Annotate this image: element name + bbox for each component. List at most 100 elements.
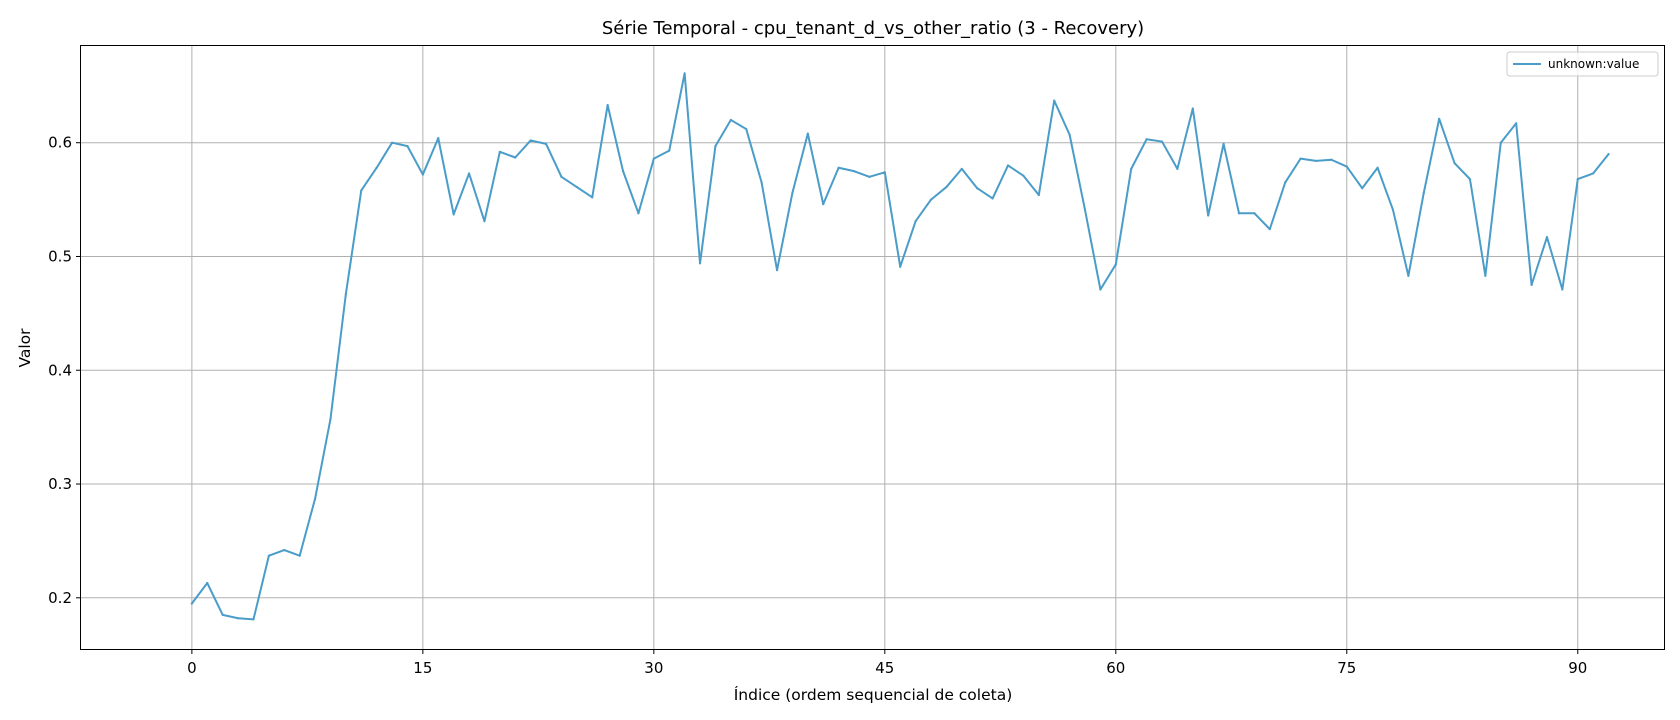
data-point	[837, 166, 840, 169]
data-point	[1284, 181, 1287, 184]
data-point	[1453, 162, 1456, 165]
data-point	[868, 175, 871, 178]
data-point	[467, 172, 471, 175]
data-point	[298, 554, 301, 557]
plot-frame	[80, 45, 1665, 650]
data-point	[791, 191, 794, 194]
data-point	[344, 292, 347, 296]
data-point	[1176, 167, 1179, 170]
series-layer	[190, 72, 1610, 621]
data-point	[668, 149, 671, 152]
x-tick-label: 45	[875, 659, 894, 677]
data-point	[899, 265, 902, 268]
data-point	[822, 203, 825, 206]
y-tick-label: 0.6	[48, 134, 72, 152]
data-point	[1053, 99, 1056, 102]
data-point	[1191, 107, 1194, 110]
data-point	[929, 198, 933, 201]
data-point	[683, 72, 686, 75]
data-point	[544, 142, 548, 145]
x-tick-label: 30	[644, 659, 663, 677]
data-point	[1145, 138, 1148, 141]
x-tick-label: 60	[1106, 659, 1125, 677]
y-tick-label: 0.2	[48, 589, 72, 607]
data-point	[745, 127, 748, 131]
data-point	[852, 170, 856, 173]
x-tick-label: 90	[1568, 659, 1587, 677]
legend: unknown:value	[1506, 51, 1659, 77]
data-point	[236, 617, 240, 620]
y-axis-label: Valor	[16, 328, 34, 368]
data-point	[221, 613, 224, 616]
data-point	[267, 554, 270, 557]
data-point	[190, 602, 193, 605]
data-point	[1607, 152, 1610, 156]
data-point	[714, 145, 717, 148]
data-point	[1530, 283, 1533, 287]
data-point	[591, 196, 594, 199]
legend-label: unknown:value	[1548, 57, 1639, 71]
data-point	[498, 150, 501, 153]
data-point	[360, 189, 363, 192]
data-point	[637, 212, 640, 215]
axis-ticks: 0 15 30 45 60 75 90 0.2 0.3 0.4 0.5 0.6	[48, 134, 1587, 677]
data-point	[960, 167, 963, 170]
y-tick-label: 0.3	[48, 475, 72, 493]
data-point	[1314, 159, 1318, 163]
data-point	[313, 497, 317, 500]
data-point	[806, 132, 809, 135]
chart-title: Série Temporal - cpu_tenant_d_vs_other_r…	[602, 18, 1144, 39]
x-tick-label: 75	[1337, 659, 1356, 677]
data-point	[1099, 288, 1102, 291]
data-point	[1407, 274, 1410, 277]
data-point	[1484, 274, 1487, 277]
data-point	[1330, 158, 1333, 161]
data-point	[1361, 187, 1364, 190]
data-point	[914, 220, 917, 223]
data-point	[1114, 263, 1117, 266]
data-point	[452, 213, 455, 216]
data-point	[1545, 236, 1549, 239]
data-point	[329, 418, 332, 421]
data-point	[945, 185, 948, 189]
x-tick-label: 15	[413, 659, 432, 677]
data-point	[1299, 157, 1302, 160]
data-point	[1515, 122, 1518, 125]
data-point	[421, 173, 424, 176]
data-point	[883, 171, 886, 174]
data-point	[1438, 117, 1441, 120]
data-point	[283, 548, 286, 552]
data-point	[514, 156, 517, 159]
y-tick-label: 0.4	[48, 361, 72, 379]
data-point	[652, 157, 655, 160]
data-point	[698, 262, 702, 265]
data-point	[760, 181, 763, 184]
data-point	[1499, 141, 1502, 144]
data-point	[1592, 172, 1595, 175]
data-point	[1037, 193, 1040, 197]
data-point	[1561, 288, 1564, 291]
data-point	[206, 581, 209, 585]
data-point	[775, 269, 779, 272]
data-point	[1253, 212, 1256, 215]
data-point	[560, 175, 563, 178]
data-point	[991, 197, 994, 200]
data-point	[1130, 167, 1133, 170]
data-point	[621, 170, 625, 173]
data-point	[1006, 164, 1010, 167]
data-point	[1345, 165, 1348, 168]
data-point	[1576, 178, 1579, 181]
data-point	[483, 220, 486, 223]
x-axis-label: Índice (ordem sequencial de coleta)	[734, 685, 1013, 704]
grid-lines	[81, 46, 1664, 649]
data-point	[976, 187, 979, 190]
data-point	[437, 137, 440, 140]
data-point	[529, 139, 532, 142]
data-point	[1268, 228, 1271, 231]
y-tick-label: 0.5	[48, 247, 72, 265]
data-point	[1222, 142, 1225, 145]
data-point	[606, 104, 609, 107]
x-tick-label: 0	[187, 659, 197, 677]
data-point	[1237, 212, 1241, 215]
